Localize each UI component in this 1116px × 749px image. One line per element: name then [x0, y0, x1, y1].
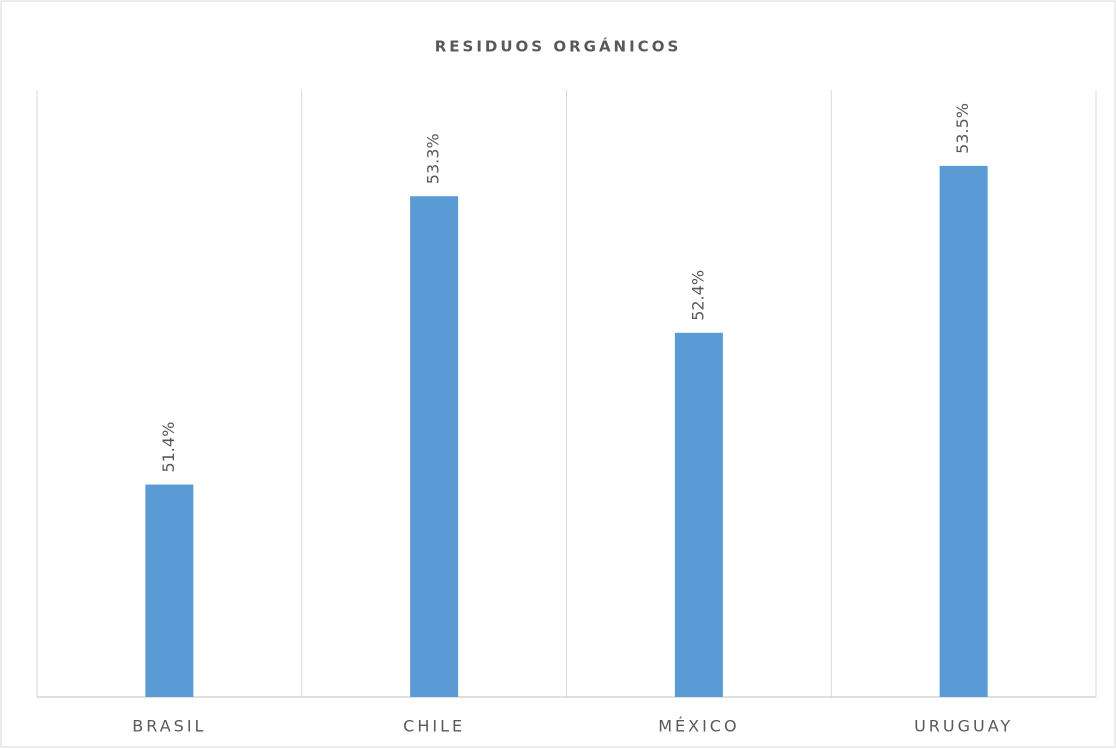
x-tick-label: MÉXICO: [658, 717, 739, 736]
x-tick-label: CHILE: [403, 717, 465, 736]
data-label: 52.4%: [688, 270, 707, 321]
bar: [674, 332, 723, 697]
bar: [939, 165, 988, 697]
data-label: 53.3%: [424, 133, 443, 184]
data-label: 51.4%: [159, 422, 178, 473]
data-label: 53.5%: [953, 103, 972, 154]
chart-title: RESIDUOS ORGÁNICOS: [435, 37, 682, 56]
x-tick-label: URUGUAY: [914, 717, 1013, 736]
bar: [145, 484, 194, 697]
x-tick-label: BRASIL: [132, 717, 206, 736]
bar: [410, 196, 459, 697]
